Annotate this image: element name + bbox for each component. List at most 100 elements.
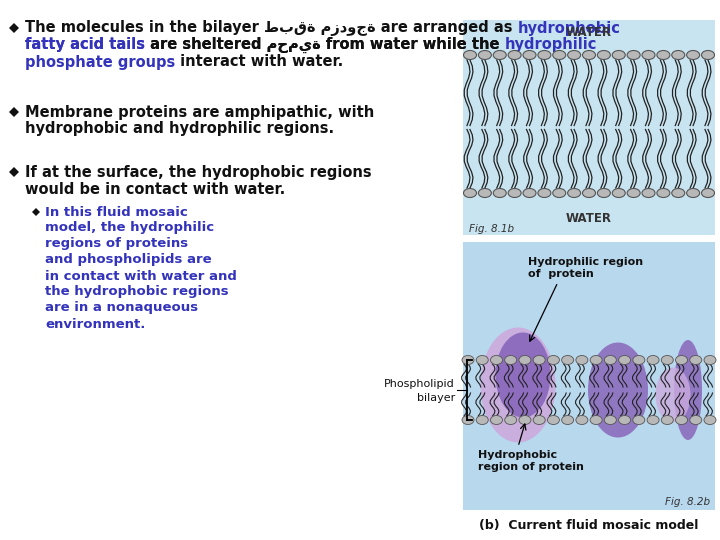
Ellipse shape <box>704 355 716 364</box>
Text: WATER: WATER <box>566 25 612 38</box>
Ellipse shape <box>627 51 640 59</box>
Text: (b)  Current fluid mosaic model: (b) Current fluid mosaic model <box>480 519 698 532</box>
Ellipse shape <box>672 188 685 198</box>
Ellipse shape <box>647 415 659 424</box>
Ellipse shape <box>657 51 670 59</box>
Text: hydrophobic: hydrophobic <box>518 21 621 36</box>
Ellipse shape <box>704 415 716 424</box>
Ellipse shape <box>618 355 631 364</box>
Ellipse shape <box>598 51 611 59</box>
Polygon shape <box>9 167 19 177</box>
Ellipse shape <box>562 415 574 424</box>
Bar <box>463 242 715 510</box>
Ellipse shape <box>508 51 521 59</box>
Ellipse shape <box>490 355 503 364</box>
Ellipse shape <box>633 415 645 424</box>
Ellipse shape <box>538 188 551 198</box>
Ellipse shape <box>495 333 551 417</box>
Ellipse shape <box>553 51 566 59</box>
Text: If at the surface, the hydrophobic regions: If at the surface, the hydrophobic regio… <box>25 165 372 179</box>
Ellipse shape <box>612 51 625 59</box>
Ellipse shape <box>478 188 491 198</box>
Ellipse shape <box>567 51 580 59</box>
Text: and phospholipids are: and phospholipids are <box>45 253 212 267</box>
Ellipse shape <box>462 355 474 364</box>
Ellipse shape <box>464 51 477 59</box>
Ellipse shape <box>523 51 536 59</box>
Ellipse shape <box>661 415 673 424</box>
Ellipse shape <box>476 415 488 424</box>
Ellipse shape <box>493 51 506 59</box>
Text: the hydrophobic regions: the hydrophobic regions <box>45 286 229 299</box>
Text: bilayer: bilayer <box>417 393 455 403</box>
Text: Fig. 8.1b: Fig. 8.1b <box>469 224 514 234</box>
Text: WATER: WATER <box>566 213 612 226</box>
Ellipse shape <box>687 188 700 198</box>
Ellipse shape <box>553 188 566 198</box>
Ellipse shape <box>672 51 685 59</box>
Ellipse shape <box>642 51 655 59</box>
Ellipse shape <box>582 51 595 59</box>
Ellipse shape <box>505 415 517 424</box>
Ellipse shape <box>618 415 631 424</box>
Text: Membrane proteins are amphipathic, with: Membrane proteins are amphipathic, with <box>25 105 374 119</box>
Ellipse shape <box>534 415 545 424</box>
Ellipse shape <box>590 415 602 424</box>
Ellipse shape <box>642 188 655 198</box>
Ellipse shape <box>493 188 506 198</box>
Polygon shape <box>32 208 40 216</box>
Ellipse shape <box>567 188 580 198</box>
Ellipse shape <box>657 188 670 198</box>
Text: are sheltered محمية from water while the: are sheltered محمية from water while the <box>145 37 505 53</box>
Text: regions of proteins: regions of proteins <box>45 238 188 251</box>
Text: model, the hydrophilic: model, the hydrophilic <box>45 221 214 234</box>
Bar <box>463 20 715 235</box>
Text: fatty acid tails: fatty acid tails <box>25 37 145 52</box>
Text: are sheltered محمية from water while the: are sheltered محمية from water while the <box>145 37 505 53</box>
Text: in contact with water and: in contact with water and <box>45 269 237 282</box>
Ellipse shape <box>701 188 714 198</box>
Ellipse shape <box>612 188 625 198</box>
Ellipse shape <box>701 51 714 59</box>
Ellipse shape <box>508 188 521 198</box>
Ellipse shape <box>478 51 491 59</box>
Ellipse shape <box>462 415 474 424</box>
Ellipse shape <box>538 51 551 59</box>
Ellipse shape <box>547 415 559 424</box>
Ellipse shape <box>604 355 616 364</box>
Polygon shape <box>9 23 19 33</box>
Ellipse shape <box>576 355 588 364</box>
Ellipse shape <box>523 188 536 198</box>
Ellipse shape <box>588 342 648 437</box>
Ellipse shape <box>661 355 673 364</box>
Text: Fig. 8.2b: Fig. 8.2b <box>665 497 710 507</box>
Ellipse shape <box>674 340 702 440</box>
Ellipse shape <box>582 188 595 198</box>
Ellipse shape <box>490 415 503 424</box>
Ellipse shape <box>519 415 531 424</box>
Ellipse shape <box>480 327 556 442</box>
Ellipse shape <box>690 355 702 364</box>
Text: Hydrophobic: Hydrophobic <box>478 450 557 460</box>
Ellipse shape <box>576 415 588 424</box>
Ellipse shape <box>464 188 477 198</box>
Ellipse shape <box>655 368 690 422</box>
Text: Phospholipid: Phospholipid <box>384 379 455 389</box>
Text: would be in contact with water.: would be in contact with water. <box>25 181 285 197</box>
Text: The molecules in the bilayer طبقة مزدوجة are arranged as: The molecules in the bilayer طبقة مزدوجة… <box>25 20 518 36</box>
Text: hydrophobic and hydrophilic regions.: hydrophobic and hydrophilic regions. <box>25 122 334 137</box>
Text: interact with water.: interact with water. <box>175 55 343 70</box>
Ellipse shape <box>687 51 700 59</box>
Text: of  protein: of protein <box>528 269 594 279</box>
Ellipse shape <box>590 355 602 364</box>
Ellipse shape <box>519 355 531 364</box>
Ellipse shape <box>647 355 659 364</box>
Ellipse shape <box>604 415 616 424</box>
Ellipse shape <box>633 355 645 364</box>
Ellipse shape <box>627 188 640 198</box>
Ellipse shape <box>598 188 611 198</box>
Text: phosphate groups: phosphate groups <box>25 55 175 70</box>
Ellipse shape <box>562 355 574 364</box>
Ellipse shape <box>476 355 488 364</box>
Text: are in a nonaqueous: are in a nonaqueous <box>45 301 198 314</box>
